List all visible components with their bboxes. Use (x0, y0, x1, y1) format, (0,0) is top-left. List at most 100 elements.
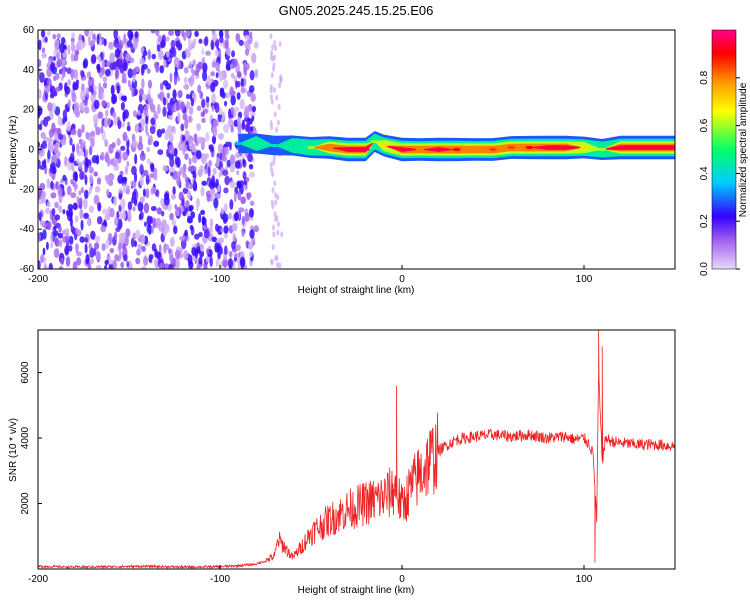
noise-blob (196, 123, 202, 131)
noise-blob (188, 106, 194, 115)
noise-blob (251, 105, 257, 113)
signal-blob (580, 145, 588, 150)
noise-blob (182, 211, 187, 217)
noise-blob (242, 158, 246, 165)
noise-blob (183, 250, 189, 260)
noise-blob (211, 61, 217, 68)
noise-blob (198, 213, 202, 224)
noise-blob (169, 72, 173, 83)
noise-blob (132, 206, 136, 212)
colorbar-tick-label: 0.0 (699, 262, 710, 276)
noise-blob (247, 153, 253, 162)
noise-blob (272, 231, 276, 238)
noise-blob (171, 170, 178, 180)
noise-blob (169, 157, 175, 168)
noise-blob (123, 33, 127, 45)
noise-blob (236, 116, 241, 126)
y-tick-label: -40 (20, 224, 35, 235)
noise-blob (89, 258, 94, 265)
noise-blob (190, 211, 196, 219)
noise-blob (67, 44, 71, 55)
noise-blob (78, 197, 83, 206)
noise-blob (70, 41, 75, 53)
noise-blob (237, 190, 242, 201)
noise-blob (229, 180, 236, 189)
noise-blob (72, 81, 77, 91)
noise-blob (184, 76, 188, 84)
noise-blob (195, 150, 202, 160)
noise-blob (138, 93, 143, 103)
noise-blob (126, 125, 131, 132)
noise-blob (89, 30, 94, 37)
noise-blob (124, 235, 129, 247)
noise-blob (61, 67, 66, 78)
noise-blob (212, 167, 217, 175)
noise-blob (280, 231, 284, 238)
noise-blob (224, 100, 228, 107)
noise-blob (162, 96, 167, 106)
noise-blob (133, 68, 137, 76)
noise-blob (244, 34, 250, 40)
noise-blob (218, 237, 224, 244)
noise-blob (53, 90, 58, 97)
noise-blob (96, 33, 100, 45)
noise-blob (272, 159, 276, 166)
noise-blob (74, 183, 78, 190)
noise-blob (132, 74, 136, 83)
noise-blob (125, 228, 131, 238)
noise-blob (134, 123, 140, 133)
noise-blob (269, 87, 273, 94)
noise-blob (93, 247, 97, 257)
noise-blob (160, 210, 165, 217)
spectrogram-image (38, 30, 675, 269)
noise-blob (215, 61, 220, 72)
noise-blob (96, 177, 102, 185)
noise-blob (208, 77, 212, 87)
noise-blob (153, 140, 160, 147)
noise-blob (148, 254, 154, 260)
noise-blob (198, 38, 203, 44)
noise-blob (112, 260, 117, 269)
noise-blob (174, 209, 180, 217)
noise-blob (83, 106, 90, 114)
noise-blob (222, 257, 228, 268)
noise-blob (230, 90, 237, 96)
noise-blob (104, 68, 111, 77)
noise-blob (169, 167, 175, 173)
noise-blob (50, 241, 54, 249)
noise-blob (209, 188, 216, 195)
noise-blob (130, 237, 135, 248)
noise-blob (248, 85, 255, 94)
noise-blob (114, 254, 120, 262)
noise-blob (64, 86, 71, 95)
noise-blob (86, 218, 91, 226)
noise-blob (43, 158, 47, 169)
noise-blob (152, 217, 157, 229)
noise-blob (186, 211, 190, 218)
noise-blob (62, 174, 67, 182)
noise-blob (106, 156, 111, 167)
noise-blob (54, 38, 60, 50)
noise-blob (150, 117, 156, 126)
noise-blob (73, 101, 80, 113)
noise-blob (218, 107, 223, 116)
noise-blob (214, 48, 219, 57)
noise-blob (174, 30, 181, 37)
noise-blob (39, 220, 46, 227)
noise-blob (273, 180, 277, 187)
noise-blob (200, 209, 206, 216)
noise-blob (118, 242, 122, 250)
noise-blob (272, 62, 276, 69)
noise-blob (248, 163, 254, 170)
colorbar-tick-label: 0.8 (699, 70, 710, 84)
noise-blob (223, 202, 228, 213)
noise-blob (209, 144, 214, 153)
noise-blob (80, 142, 85, 150)
noise-blob (213, 197, 219, 209)
noise-blob (184, 118, 189, 130)
noise-blob (94, 235, 101, 243)
noise-blob (139, 196, 145, 204)
noise-blob (199, 250, 204, 258)
noise-blob (78, 190, 82, 196)
noise-blob (116, 84, 120, 95)
